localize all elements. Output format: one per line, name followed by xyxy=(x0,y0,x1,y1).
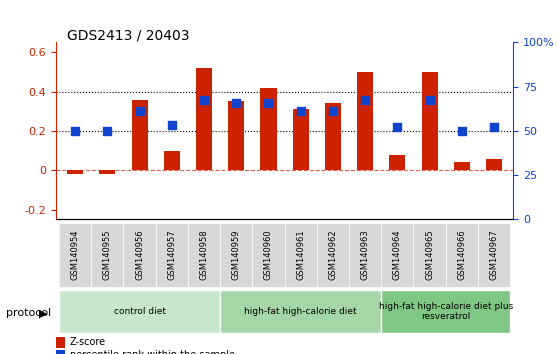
Text: Z-score: Z-score xyxy=(70,337,105,347)
Point xyxy=(264,101,273,106)
Point xyxy=(103,128,112,134)
Text: GSM140963: GSM140963 xyxy=(360,229,369,280)
Text: GDS2413 / 20403: GDS2413 / 20403 xyxy=(67,28,190,42)
FancyBboxPatch shape xyxy=(478,223,510,287)
Text: control diet: control diet xyxy=(114,307,166,316)
Text: GSM140955: GSM140955 xyxy=(103,230,112,280)
Text: GSM140959: GSM140959 xyxy=(232,230,240,280)
Bar xyxy=(56,350,65,354)
FancyBboxPatch shape xyxy=(188,223,220,287)
Text: protocol: protocol xyxy=(6,308,51,318)
Text: GSM140965: GSM140965 xyxy=(425,229,434,280)
Bar xyxy=(261,88,277,170)
Bar xyxy=(421,72,437,170)
FancyBboxPatch shape xyxy=(381,223,413,287)
Text: GSM140967: GSM140967 xyxy=(489,229,498,280)
FancyBboxPatch shape xyxy=(59,223,92,287)
Text: GSM140956: GSM140956 xyxy=(135,229,144,280)
FancyBboxPatch shape xyxy=(220,223,252,287)
Point xyxy=(232,101,240,106)
Point xyxy=(329,108,338,114)
FancyBboxPatch shape xyxy=(317,223,349,287)
Bar xyxy=(357,72,373,170)
Point xyxy=(167,122,176,128)
Point xyxy=(200,97,209,102)
Point xyxy=(296,108,305,114)
Bar xyxy=(228,102,244,170)
FancyBboxPatch shape xyxy=(285,223,317,287)
Point xyxy=(71,128,80,134)
Text: ▶: ▶ xyxy=(39,308,47,318)
Text: GSM140958: GSM140958 xyxy=(200,229,209,280)
Text: GSM140964: GSM140964 xyxy=(393,229,402,280)
FancyBboxPatch shape xyxy=(252,223,285,287)
Text: GSM140961: GSM140961 xyxy=(296,229,305,280)
FancyBboxPatch shape xyxy=(220,290,381,333)
Point xyxy=(135,108,144,114)
Bar xyxy=(67,170,83,174)
Point xyxy=(360,97,369,102)
Text: high-fat high-calorie diet: high-fat high-calorie diet xyxy=(244,307,357,316)
Text: GSM140954: GSM140954 xyxy=(71,230,80,280)
Bar xyxy=(486,159,502,170)
Bar xyxy=(56,337,65,348)
Bar xyxy=(389,155,406,170)
Text: GSM140962: GSM140962 xyxy=(329,229,338,280)
Text: GSM140960: GSM140960 xyxy=(264,229,273,280)
Point xyxy=(393,124,402,130)
FancyBboxPatch shape xyxy=(413,223,446,287)
Point xyxy=(458,128,466,134)
Bar xyxy=(292,109,309,170)
Text: high-fat high-calorie diet plus
resveratrol: high-fat high-calorie diet plus resverat… xyxy=(378,302,513,321)
FancyBboxPatch shape xyxy=(92,223,123,287)
Point xyxy=(425,97,434,102)
FancyBboxPatch shape xyxy=(349,223,381,287)
FancyBboxPatch shape xyxy=(123,223,156,287)
Text: GSM140957: GSM140957 xyxy=(167,229,176,280)
Bar xyxy=(454,162,470,170)
Text: GSM140966: GSM140966 xyxy=(458,229,466,280)
FancyBboxPatch shape xyxy=(446,223,478,287)
Bar xyxy=(99,170,116,174)
Bar xyxy=(163,151,180,170)
FancyBboxPatch shape xyxy=(59,290,220,333)
FancyBboxPatch shape xyxy=(156,223,188,287)
Point xyxy=(489,124,498,130)
Bar xyxy=(325,103,341,170)
Text: percentile rank within the sample: percentile rank within the sample xyxy=(70,350,234,354)
Bar xyxy=(132,99,148,170)
FancyBboxPatch shape xyxy=(381,290,510,333)
Bar xyxy=(196,68,212,170)
